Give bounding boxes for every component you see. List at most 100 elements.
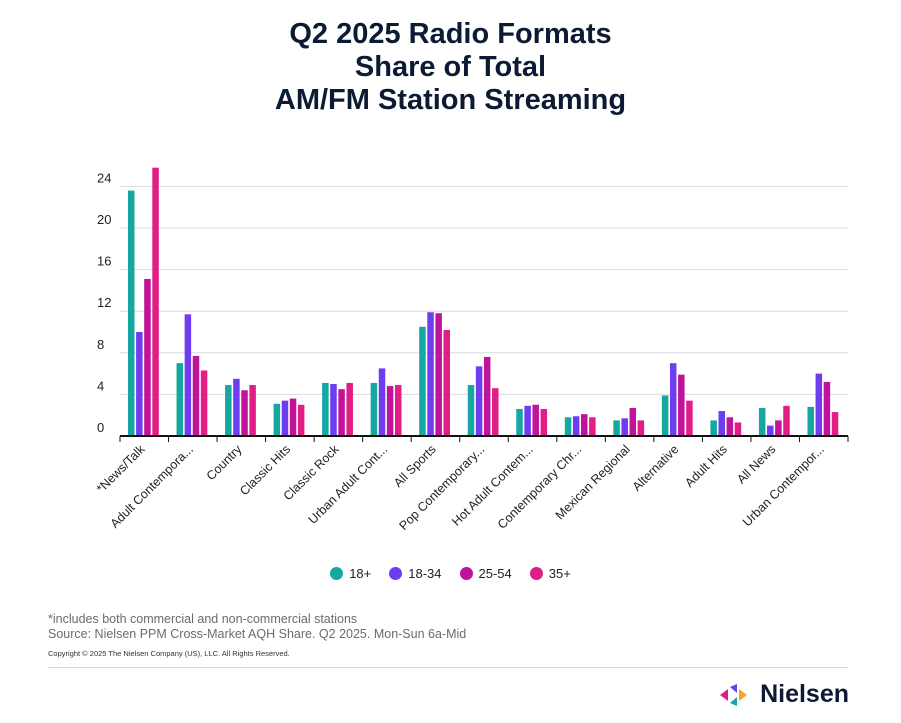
chart-title-line-1: Q2 2025 Radio Formats [289, 18, 612, 50]
legend-item-3: 35+ [529, 566, 571, 581]
bar-10-3 [637, 420, 645, 436]
bar-5-2 [386, 386, 394, 436]
bar-12-0 [710, 420, 717, 436]
bar-4-0 [322, 382, 329, 436]
y-tick-label-12: 12 [97, 295, 111, 310]
bar-1-3 [200, 370, 208, 436]
chart-title: Q2 2025 Radio Formats Share of Total AM/… [0, 18, 901, 117]
bar-5-0 [370, 382, 378, 436]
bar-12-3 [734, 422, 742, 436]
footnote-source: Source: Nielsen PPM Cross-Market AQH Sha… [48, 627, 467, 641]
y-tick-label-16: 16 [97, 254, 111, 269]
legend-item-0: 18+ [330, 566, 371, 581]
legend-label-2: 25-54 [478, 566, 512, 581]
bar-7-1 [475, 366, 483, 436]
bar-12-2 [726, 417, 734, 436]
bar-11-1 [669, 363, 677, 436]
bar-13-3 [783, 405, 790, 436]
bar-11-3 [686, 400, 693, 436]
bar-14-2 [823, 381, 831, 436]
x-category-label-1: Adult Contempora... [108, 442, 197, 531]
x-category-label-12: Adult Hits [682, 442, 730, 490]
bar-9-2 [581, 414, 588, 436]
x-category-label-11: Alternative [630, 442, 682, 494]
x-category-label-8: Hot Adult Contem... [449, 442, 536, 529]
bar-7-2 [483, 356, 491, 436]
bar-14-1 [815, 373, 823, 436]
bar-13-0 [758, 407, 766, 436]
legend-dot-2 [459, 567, 473, 580]
bar-0-1 [136, 332, 143, 436]
bar-10-1 [621, 418, 628, 436]
legend-dot-0 [330, 567, 344, 580]
legend-label-3: 35+ [548, 566, 571, 581]
footnote: *includes both commercial and non-commer… [48, 612, 466, 642]
bar-14-3 [831, 412, 839, 436]
bar-3-3 [297, 404, 305, 436]
bar-1-1 [184, 314, 192, 436]
x-category-label-14: Urban Contempor... [740, 442, 827, 529]
bar-6-1 [427, 312, 434, 436]
bar-1-0 [176, 363, 184, 436]
y-tick-label-8: 8 [97, 337, 104, 352]
bar-11-0 [661, 395, 669, 436]
legend-label-0: 18+ [349, 566, 372, 581]
bar-9-1 [572, 416, 580, 436]
bar-5-1 [378, 368, 386, 436]
bar-1-2 [192, 355, 200, 436]
brand-name: Nielsen [760, 680, 849, 708]
y-tick-label-24: 24 [97, 170, 111, 185]
bar-7-3 [492, 388, 499, 436]
nielsen-logo-icon [720, 683, 748, 706]
bar-13-2 [775, 420, 782, 436]
bar-5-3 [394, 385, 402, 436]
bar-0-0 [128, 190, 135, 436]
bar-8-0 [516, 408, 523, 436]
bar-2-3 [249, 385, 256, 436]
legend-item-2: 25-54 [459, 566, 512, 581]
bar-14-0 [807, 406, 814, 436]
legend-label-1: 18-34 [408, 566, 442, 581]
bar-10-0 [613, 420, 620, 436]
bar-3-1 [281, 400, 289, 436]
bar-3-2 [289, 398, 297, 436]
copyright-text: Copyright © 2025 The Nielsen Company (US… [48, 649, 290, 658]
bar-7-0 [467, 385, 475, 436]
legend-dot-1 [389, 567, 403, 580]
legend-item-1: 18-34 [389, 566, 442, 581]
y-tick-label-0: 0 [97, 420, 104, 435]
footer-divider [48, 667, 848, 668]
bar-9-3 [589, 417, 596, 436]
bar-4-3 [346, 382, 353, 436]
bar-3-0 [273, 403, 281, 436]
x-category-label-9: Contemporary Chr... [495, 442, 584, 531]
chart-title-line-3: AM/FM Station Streaming [274, 84, 627, 116]
bar-6-3 [443, 329, 450, 436]
x-category-label-2: Country [204, 442, 245, 483]
y-tick-label-20: 20 [97, 212, 111, 227]
bar-4-2 [338, 389, 345, 436]
x-category-label-7: Pop Contemporary... [396, 442, 487, 533]
bar-4-1 [330, 384, 337, 436]
bar-0-3 [152, 167, 159, 436]
footnote-note: *includes both commercial and non-commer… [48, 612, 358, 626]
bar-9-0 [564, 417, 572, 436]
y-tick-label-4: 4 [97, 378, 104, 393]
x-category-label-6: All Sports [391, 442, 439, 490]
nielsen-brand: Nielsen [720, 680, 849, 709]
bar-12-1 [718, 411, 725, 436]
bar-2-2 [241, 390, 248, 436]
bar-2-1 [233, 378, 240, 436]
bar-8-2 [532, 404, 539, 436]
bar-2-0 [225, 385, 232, 436]
bar-0-2 [144, 278, 151, 436]
bar-13-1 [767, 425, 774, 436]
x-category-label-13: All News [734, 442, 778, 486]
chart-legend: 18+ 18-34 25-54 35+ [0, 566, 901, 581]
chart-title-line-2: Share of Total [354, 51, 547, 83]
bar-11-2 [678, 374, 685, 436]
bar-6-0 [419, 326, 426, 436]
bar-10-2 [629, 407, 637, 436]
bar-6-2 [435, 313, 442, 436]
